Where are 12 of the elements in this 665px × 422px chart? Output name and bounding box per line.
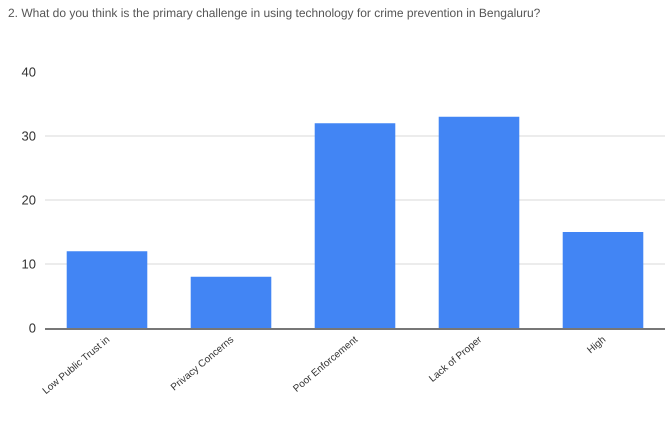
bar — [562, 232, 644, 328]
y-tick-label: 40 — [22, 64, 36, 80]
bar — [190, 276, 272, 328]
y-tick-label: 0 — [28, 320, 36, 336]
chart-title: 2. What do you think is the primary challenge in using technology for crime prevention in Bengaluru? — [8, 6, 542, 21]
bar — [66, 251, 148, 328]
bar — [314, 123, 396, 328]
y-tick-label: 20 — [22, 192, 36, 208]
x-tick-label: High — [585, 334, 608, 356]
y-tick-label: 10 — [22, 256, 36, 272]
bar — [438, 116, 520, 328]
y-tick-label: 30 — [22, 128, 36, 144]
